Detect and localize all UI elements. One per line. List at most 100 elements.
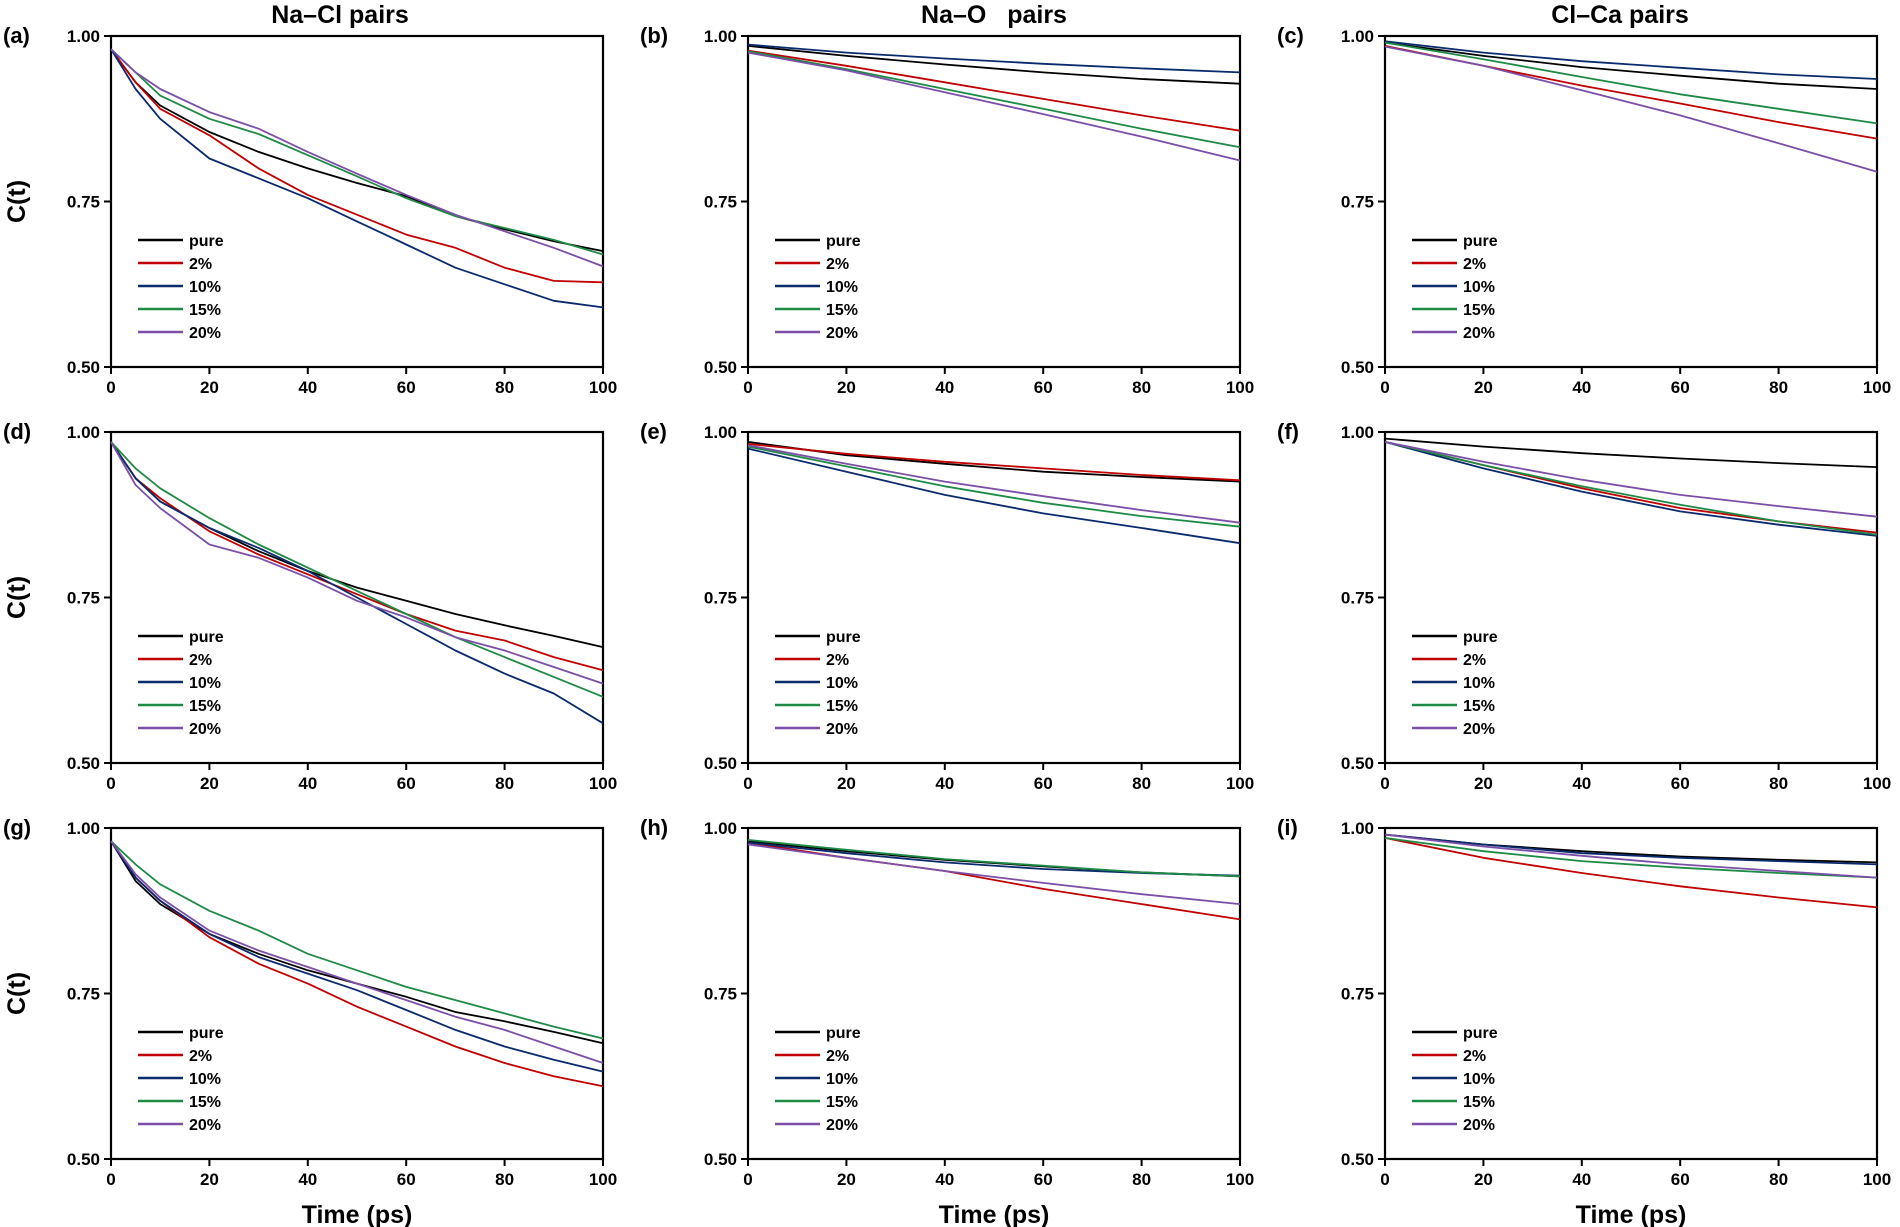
x-tick-label: 80 <box>495 774 514 793</box>
series-line-15pct <box>1384 441 1878 536</box>
legend-label: pure <box>1463 1025 1498 1042</box>
x-tick-label: 40 <box>935 1170 954 1189</box>
series-line-20pct <box>747 51 1241 162</box>
y-axis-title: C(t) <box>3 180 31 223</box>
y-tick-label: 0.50 <box>67 1150 100 1169</box>
x-tick-label: 20 <box>1474 774 1493 793</box>
series-line-15pct <box>747 50 1241 149</box>
legend-label: 15% <box>826 698 858 715</box>
panel-b: (b) 0 20 40 60 80 100 0.50 0.75 1.00 pure 2% 10% 15% 2… <box>640 23 1254 397</box>
legend-label: 10% <box>189 675 221 692</box>
x-tick-label: 100 <box>589 378 617 397</box>
series-line-pure <box>110 48 604 252</box>
legend-label: 2% <box>826 256 849 273</box>
series-line-15pct <box>747 839 1241 878</box>
legend: pure 2% 10% 15% 20% <box>775 1025 861 1134</box>
y-tick-label: 0.50 <box>67 754 100 773</box>
panel-e: (e) 0 20 40 60 80 100 0.50 0.75 1.00 pure 2% 10% 15% 2… <box>640 419 1254 793</box>
x-tick-label: 40 <box>935 378 954 397</box>
series-line-2pct <box>747 443 1241 482</box>
legend-label: 20% <box>189 1117 221 1134</box>
panel-label: (d) <box>3 419 31 444</box>
y-tick-label: 0.75 <box>67 193 100 212</box>
plot-frame <box>1383 430 1879 765</box>
x-tick-label: 100 <box>1226 774 1254 793</box>
series-line-2pct <box>1384 837 1878 909</box>
legend-label: 2% <box>1463 256 1486 273</box>
legend-label: 2% <box>1463 652 1486 669</box>
panel-i: (i) 0 20 40 60 80 100 0.50 0.75 1.00 Time (ps) pure… <box>1277 815 1891 1227</box>
panel-g: (g) 0 20 40 60 80 100 0.50 0.75 1.00 C(t) Time (ps)… <box>3 815 617 1227</box>
legend-label: 20% <box>189 721 221 738</box>
y-tick-label: 1.00 <box>704 819 737 838</box>
x-tick-label: 80 <box>495 1170 514 1189</box>
series-line-pure <box>110 441 604 648</box>
series-line-10pct <box>110 441 604 725</box>
plot-frame <box>746 34 1242 369</box>
x-tick-label: 100 <box>1226 378 1254 397</box>
series-line-15pct <box>747 445 1241 528</box>
series-line-10pct <box>110 840 604 1073</box>
legend: pure 2% 10% 15% 20% <box>1412 233 1498 342</box>
series-line-10pct <box>110 48 604 309</box>
y-tick-label: 1.00 <box>67 819 100 838</box>
x-tick-label: 0 <box>1380 1170 1389 1189</box>
series-line-20pct <box>1384 833 1878 879</box>
legend-label: 10% <box>189 1071 221 1088</box>
x-tick-label: 40 <box>935 774 954 793</box>
series-line-2pct <box>110 48 604 284</box>
legend: pure 2% 10% 15% 20% <box>138 1025 224 1134</box>
series-line-pure <box>747 45 1241 85</box>
x-tick-label: 60 <box>1034 1170 1053 1189</box>
x-tick-label: 60 <box>1671 378 1690 397</box>
x-tick-label: 80 <box>1769 774 1788 793</box>
y-axis-title: C(t) <box>3 972 31 1015</box>
series-line-10pct <box>1384 441 1878 537</box>
legend-label: 10% <box>826 1071 858 1088</box>
legend-label: 2% <box>189 256 212 273</box>
series-line-15pct <box>1384 837 1878 879</box>
y-tick-label: 0.75 <box>1341 589 1374 608</box>
y-tick-label: 0.50 <box>67 358 100 377</box>
x-tick-label: 0 <box>106 378 115 397</box>
x-tick-label: 20 <box>200 1170 219 1189</box>
x-tick-label: 20 <box>1474 378 1493 397</box>
x-tick-label: 20 <box>200 774 219 793</box>
panel-label: (f) <box>1277 419 1299 444</box>
legend-label: 20% <box>826 1117 858 1134</box>
series-line-20pct <box>110 441 604 685</box>
legend-label: 15% <box>826 1094 858 1111</box>
y-tick-label: 0.75 <box>704 589 737 608</box>
panel-label: (g) <box>3 815 31 840</box>
legend-label: 10% <box>826 675 858 692</box>
x-tick-label: 40 <box>1572 378 1591 397</box>
plot-frame <box>109 826 605 1161</box>
legend-label: 15% <box>189 698 221 715</box>
y-tick-label: 0.50 <box>1341 1150 1374 1169</box>
legend-label: 2% <box>826 1048 849 1065</box>
series-line-15pct <box>1384 41 1878 125</box>
legend-label: pure <box>826 233 861 250</box>
legend-label: 15% <box>189 302 221 319</box>
legend-label: 2% <box>1463 1048 1486 1065</box>
x-tick-label: 20 <box>1474 1170 1493 1189</box>
x-tick-label: 100 <box>589 1170 617 1189</box>
x-tick-label: 80 <box>1769 378 1788 397</box>
legend-label: pure <box>826 629 861 646</box>
series-line-20pct <box>747 843 1241 905</box>
series-line-20pct <box>1384 45 1878 173</box>
panel-label: (h) <box>640 815 668 840</box>
series-line-20pct <box>110 48 604 268</box>
y-tick-label: 0.50 <box>704 1150 737 1169</box>
x-tick-label: 60 <box>1671 1170 1690 1189</box>
legend: pure 2% 10% 15% 20% <box>138 629 224 738</box>
x-tick-label: 60 <box>1034 774 1053 793</box>
legend-label: pure <box>1463 233 1498 250</box>
x-tick-label: 20 <box>200 378 219 397</box>
plot-frame <box>746 430 1242 765</box>
series-line-15pct <box>110 441 604 698</box>
y-tick-label: 1.00 <box>704 27 737 46</box>
legend-label: 15% <box>1463 1094 1495 1111</box>
series-line-15pct <box>110 48 604 256</box>
